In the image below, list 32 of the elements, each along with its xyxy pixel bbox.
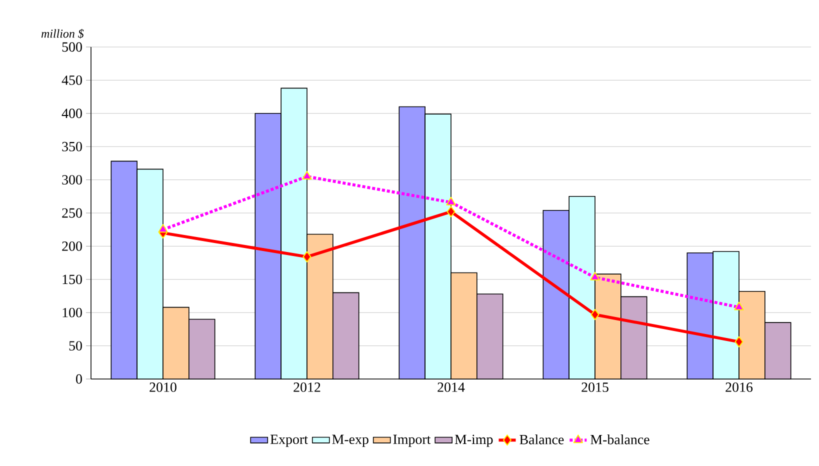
point bbox=[446, 206, 456, 218]
legend-label: M-exp bbox=[332, 434, 368, 447]
point bbox=[734, 302, 744, 310]
x-tick-label: 2014 bbox=[438, 382, 465, 392]
point bbox=[734, 336, 744, 348]
legend-label: M-imp bbox=[454, 434, 493, 447]
y-tick-label: 300 bbox=[62, 175, 82, 185]
y-tick-label: 200 bbox=[62, 241, 82, 251]
x-tick-label: 2015 bbox=[582, 382, 608, 392]
y-tick-label: 250 bbox=[62, 208, 82, 218]
legend-label: M-balance bbox=[590, 434, 650, 444]
legend-label: Import bbox=[393, 434, 431, 447]
y-tick-label: 350 bbox=[62, 142, 82, 152]
point bbox=[302, 170, 312, 180]
x-tick-label: 2016 bbox=[726, 382, 753, 392]
y-tick-label: 0 bbox=[76, 374, 82, 384]
point bbox=[158, 224, 168, 233]
x-tick-label: 2012 bbox=[294, 382, 320, 392]
legend-label: Export bbox=[270, 434, 308, 447]
x-tick-label: 2010 bbox=[150, 382, 176, 392]
y-tick-label: 450 bbox=[62, 75, 82, 85]
y-tick-label: 50 bbox=[69, 341, 82, 351]
y-tick-label: 500 bbox=[62, 42, 82, 52]
point bbox=[590, 272, 600, 280]
y-axis-title: million $ bbox=[41, 28, 84, 38]
y-tick-label: 400 bbox=[62, 108, 82, 118]
point bbox=[302, 251, 312, 262]
point bbox=[590, 309, 600, 320]
point bbox=[446, 196, 456, 206]
legend-label: Balance bbox=[520, 434, 564, 444]
y-tick-label: 150 bbox=[62, 274, 82, 284]
y-tick-label: 100 bbox=[62, 308, 82, 318]
